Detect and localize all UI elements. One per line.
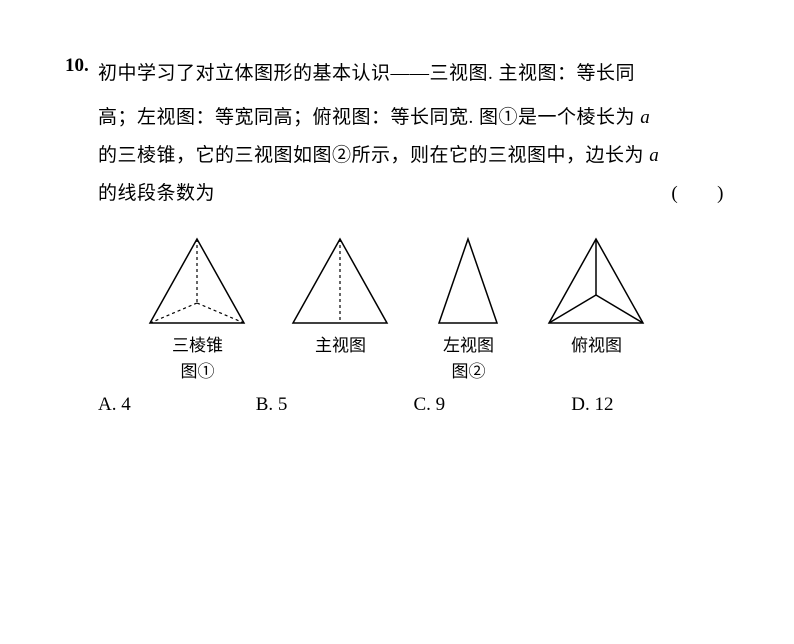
top-view-empty bbox=[594, 357, 598, 377]
choice-d: D. 12 bbox=[571, 394, 729, 416]
choices-row: A. 4 B. 5 C. 9 D. 12 bbox=[65, 394, 729, 416]
top-view-label: 俯视图 bbox=[571, 335, 622, 357]
figure-front-view: 主视图 bbox=[283, 233, 398, 382]
figure-tetrahedron: 三棱锥 图① bbox=[140, 233, 255, 382]
tetrahedron-svg bbox=[140, 233, 255, 331]
front-view-empty bbox=[338, 357, 342, 377]
figure-left-view: 左视图 图② bbox=[426, 233, 511, 382]
choice-a: A. 4 bbox=[98, 394, 256, 416]
question-body: 高；左视图：等宽同高；俯视图：等长同宽. 图①是一个棱长为 a 的三棱锥，它的三… bbox=[65, 99, 729, 213]
left-view-svg bbox=[426, 233, 511, 331]
figure-top-view: 俯视图 bbox=[539, 233, 654, 382]
choice-b: B. 5 bbox=[256, 394, 414, 416]
figures-container: 三棱锥 图① 主视图 左视图 图② 俯视图 bbox=[65, 233, 729, 382]
choice-c: C. 9 bbox=[414, 394, 572, 416]
question-line1: 初中学习了对立体图形的基本认识——三视图. 主视图：等长同 bbox=[98, 55, 729, 93]
front-view-label: 主视图 bbox=[315, 335, 366, 357]
tetrahedron-label: 三棱锥 bbox=[172, 335, 223, 357]
question-first-line: 10. 初中学习了对立体图形的基本认识——三视图. 主视图：等长同 bbox=[65, 55, 729, 93]
answer-blank: ( ) bbox=[671, 175, 724, 213]
question-number: 10. bbox=[65, 55, 98, 93]
question-container: 10. 初中学习了对立体图形的基本认识——三视图. 主视图：等长同 高；左视图：… bbox=[65, 55, 729, 416]
front-view-svg bbox=[283, 233, 398, 331]
variable-a-2: a bbox=[649, 145, 659, 166]
top-view-svg bbox=[539, 233, 654, 331]
variable-a-1: a bbox=[640, 107, 650, 128]
question-line3: 的三棱锥，它的三视图如图②所示，则在它的三视图中，边长为 bbox=[98, 145, 649, 166]
question-line2: 高；左视图：等宽同高；俯视图：等长同宽. 图①是一个棱长为 bbox=[98, 107, 640, 128]
left-view-label: 左视图 bbox=[443, 335, 494, 357]
left-view-sublabel: 图② bbox=[452, 357, 486, 382]
tetrahedron-sublabel: 图① bbox=[181, 357, 215, 382]
question-line4: 的线段条数为 bbox=[98, 183, 215, 204]
